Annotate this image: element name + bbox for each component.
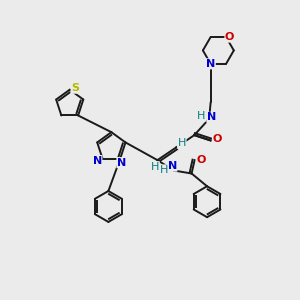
Text: O: O (196, 155, 206, 165)
Text: H: H (151, 162, 159, 172)
Text: H: H (196, 111, 205, 122)
Text: H: H (160, 165, 168, 175)
Text: N: N (117, 158, 126, 168)
Text: N: N (93, 155, 102, 166)
Text: N: N (168, 161, 177, 171)
Text: S: S (71, 83, 79, 93)
Text: O: O (225, 32, 234, 42)
Text: N: N (207, 112, 216, 122)
Text: N: N (206, 59, 215, 69)
Text: O: O (212, 134, 222, 144)
Text: H: H (178, 138, 186, 148)
